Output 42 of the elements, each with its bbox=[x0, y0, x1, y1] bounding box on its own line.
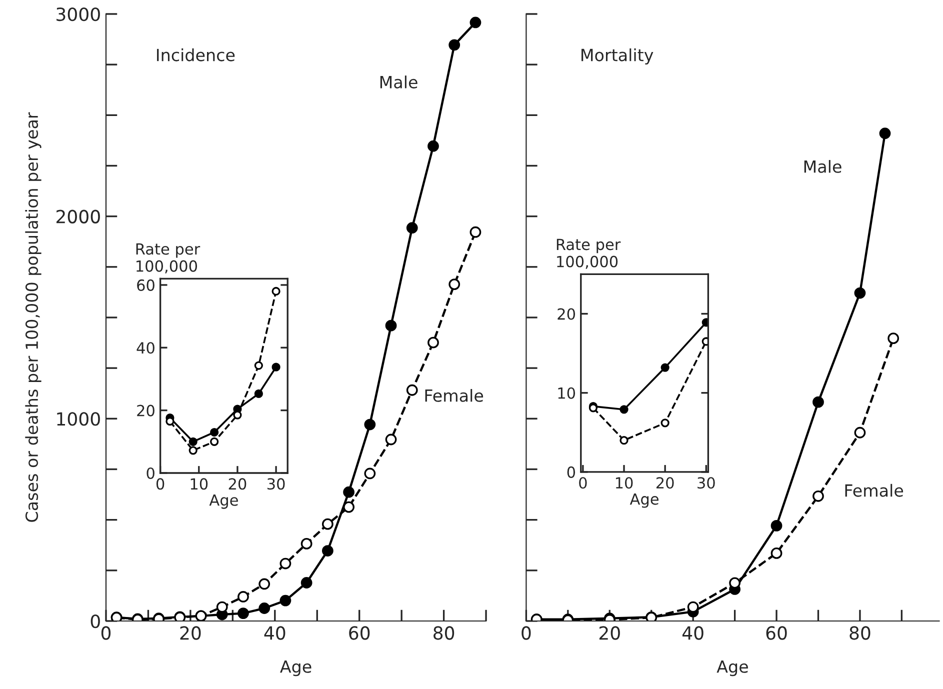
x-axis-title: Age bbox=[716, 660, 748, 676]
x-axis-title: Age bbox=[280, 660, 312, 676]
y-tick-label: 60 bbox=[137, 279, 154, 291]
x-tick-label: 60 bbox=[766, 626, 787, 640]
x-tick-label: 0 bbox=[522, 626, 531, 640]
y-tick-label: 1000 bbox=[57, 412, 100, 426]
y-tick-label: 2000 bbox=[56, 210, 100, 224]
x-axis-title: Age bbox=[630, 493, 658, 508]
y-tick-label: 20 bbox=[558, 308, 576, 320]
x-tick-label: 0 bbox=[579, 477, 587, 489]
y-tick-label: 0 bbox=[567, 466, 576, 478]
x-tick-label: 40 bbox=[264, 626, 286, 640]
series-label: Female bbox=[845, 484, 904, 497]
y-axis-title: Rate per 100,000 bbox=[556, 238, 621, 269]
y-tick-label: 3000 bbox=[56, 7, 100, 22]
y-axis-title: Cases or deaths per 100,000 population per year bbox=[25, 112, 42, 522]
x-tick-label: 20 bbox=[599, 626, 620, 640]
y-axis-title: Rate per 100,000 bbox=[136, 243, 200, 274]
x-tick-label: 80 bbox=[850, 626, 870, 640]
x-tick-label: 10 bbox=[190, 478, 208, 490]
annotation: Mortality bbox=[582, 48, 654, 65]
series-label: Female bbox=[425, 389, 484, 402]
x-tick-label: 80 bbox=[434, 626, 454, 640]
y-tick-label: 20 bbox=[137, 404, 154, 416]
x-tick-label: 20 bbox=[180, 626, 201, 640]
x-tick-label: 40 bbox=[682, 626, 704, 640]
x-tick-label: 30 bbox=[698, 477, 715, 489]
x-tick-label: 30 bbox=[267, 478, 285, 490]
x-tick-label: 0 bbox=[156, 478, 164, 490]
y-tick-label: 10 bbox=[558, 387, 576, 399]
series-label: Male bbox=[380, 76, 418, 88]
x-tick-label: 60 bbox=[349, 626, 370, 640]
x-tick-label: 20 bbox=[656, 477, 674, 489]
annotation: Incidence bbox=[157, 48, 235, 62]
y-tick-label: 0 bbox=[90, 614, 100, 628]
x-tick-label: 10 bbox=[616, 477, 633, 489]
text: Male bbox=[804, 160, 842, 173]
y-tick-label: 40 bbox=[136, 342, 154, 354]
x-tick-label: 20 bbox=[228, 478, 246, 490]
x-tick-label: 0 bbox=[101, 626, 111, 640]
y-tick-label: 0 bbox=[146, 467, 154, 480]
x-axis-title: Age bbox=[209, 494, 238, 509]
